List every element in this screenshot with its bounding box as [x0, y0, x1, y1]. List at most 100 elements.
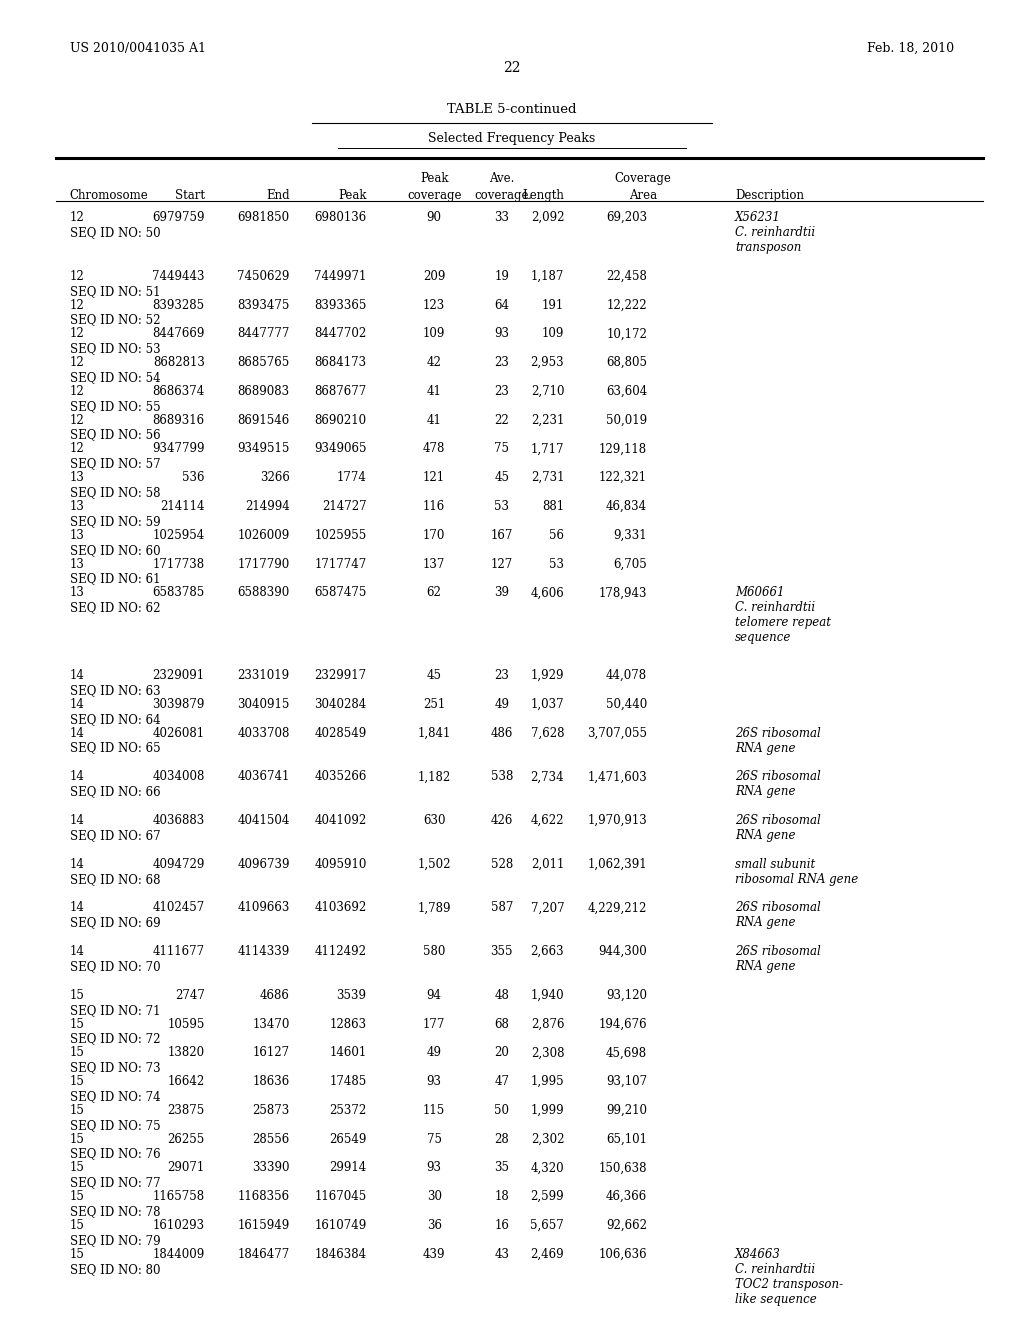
Text: 16127: 16127	[253, 1047, 290, 1060]
Text: 33: 33	[495, 211, 509, 224]
Text: 2,092: 2,092	[530, 211, 564, 224]
Text: 42: 42	[427, 356, 441, 370]
Text: 426: 426	[490, 814, 513, 828]
Text: 4,606: 4,606	[530, 586, 564, 599]
Text: 4103692: 4103692	[314, 902, 367, 915]
Text: 1025955: 1025955	[314, 529, 367, 541]
Text: SEQ ID NO: 52: SEQ ID NO: 52	[70, 313, 160, 326]
Text: 4095910: 4095910	[314, 858, 367, 871]
Text: 94: 94	[427, 989, 441, 1002]
Text: SEQ ID NO: 74: SEQ ID NO: 74	[70, 1090, 161, 1104]
Text: 8687677: 8687677	[314, 385, 367, 397]
Text: 1846384: 1846384	[314, 1247, 367, 1261]
Text: 26549: 26549	[330, 1133, 367, 1146]
Text: 6980136: 6980136	[314, 211, 367, 224]
Text: 19: 19	[495, 269, 509, 282]
Text: 12: 12	[70, 269, 84, 282]
Text: 26S ribosomal: 26S ribosomal	[735, 814, 821, 828]
Text: 23: 23	[495, 385, 509, 397]
Text: 4096739: 4096739	[238, 858, 290, 871]
Text: 12: 12	[70, 442, 84, 455]
Text: 1846477: 1846477	[238, 1247, 290, 1261]
Text: 150,638: 150,638	[599, 1162, 647, 1175]
Text: SEQ ID NO: 69: SEQ ID NO: 69	[70, 916, 161, 929]
Text: 7449443: 7449443	[153, 269, 205, 282]
Text: 56: 56	[549, 529, 564, 541]
Text: 18636: 18636	[253, 1074, 290, 1088]
Text: 6,705: 6,705	[613, 557, 647, 570]
Text: 23: 23	[495, 356, 509, 370]
Text: 2,599: 2,599	[530, 1191, 564, 1204]
Text: 4028549: 4028549	[314, 726, 367, 739]
Text: 15: 15	[70, 1162, 85, 1175]
Text: 14: 14	[70, 902, 85, 915]
Text: X84663: X84663	[735, 1247, 781, 1261]
Text: 2,302: 2,302	[530, 1133, 564, 1146]
Text: SEQ ID NO: 73: SEQ ID NO: 73	[70, 1061, 161, 1074]
Text: 1,841: 1,841	[418, 726, 451, 739]
Text: C. reinhardtii: C. reinhardtii	[735, 601, 815, 614]
Text: 127: 127	[490, 557, 513, 570]
Text: 49: 49	[495, 698, 509, 711]
Text: 1,062,391: 1,062,391	[588, 858, 647, 871]
Text: 5,657: 5,657	[530, 1218, 564, 1232]
Text: 2331019: 2331019	[238, 669, 290, 682]
Text: 9,331: 9,331	[613, 529, 647, 541]
Text: 26S ribosomal: 26S ribosomal	[735, 771, 821, 783]
Text: SEQ ID NO: 51: SEQ ID NO: 51	[70, 285, 160, 298]
Text: 26S ribosomal: 26S ribosomal	[735, 945, 821, 958]
Text: 1167045: 1167045	[314, 1191, 367, 1204]
Text: 8393365: 8393365	[314, 298, 367, 312]
Text: transposon: transposon	[735, 242, 802, 253]
Text: SEQ ID NO: 58: SEQ ID NO: 58	[70, 486, 160, 499]
Text: 9347799: 9347799	[153, 442, 205, 455]
Text: 13: 13	[70, 557, 85, 570]
Text: 1610749: 1610749	[314, 1218, 367, 1232]
Text: 630: 630	[423, 814, 445, 828]
Text: 28556: 28556	[253, 1133, 290, 1146]
Text: 170: 170	[423, 529, 445, 541]
Text: 1717747: 1717747	[314, 557, 367, 570]
Text: RNA gene: RNA gene	[735, 742, 796, 755]
Text: 13: 13	[70, 529, 85, 541]
Text: 25873: 25873	[253, 1104, 290, 1117]
Text: 29914: 29914	[330, 1162, 367, 1175]
Text: Area: Area	[629, 189, 657, 202]
Text: 7,207: 7,207	[530, 902, 564, 915]
Text: 1,999: 1,999	[530, 1104, 564, 1117]
Text: 3266: 3266	[260, 471, 290, 484]
Text: like sequence: like sequence	[735, 1292, 817, 1305]
Text: 1,502: 1,502	[418, 858, 451, 871]
Text: 8691546: 8691546	[238, 413, 290, 426]
Text: 39: 39	[495, 586, 509, 599]
Text: 15: 15	[70, 1218, 85, 1232]
Text: 4033708: 4033708	[238, 726, 290, 739]
Text: 93: 93	[495, 327, 509, 341]
Text: SEQ ID NO: 53: SEQ ID NO: 53	[70, 342, 161, 355]
Text: RNA gene: RNA gene	[735, 960, 796, 973]
Text: 30: 30	[427, 1191, 441, 1204]
Text: 9349515: 9349515	[238, 442, 290, 455]
Text: 536: 536	[182, 471, 205, 484]
Text: 2747: 2747	[175, 989, 205, 1002]
Text: 15: 15	[70, 1074, 85, 1088]
Text: 4041504: 4041504	[238, 814, 290, 828]
Text: SEQ ID NO: 54: SEQ ID NO: 54	[70, 371, 161, 384]
Text: 75: 75	[427, 1133, 441, 1146]
Text: ribosomal RNA gene: ribosomal RNA gene	[735, 873, 858, 886]
Text: SEQ ID NO: 64: SEQ ID NO: 64	[70, 713, 161, 726]
Text: 18: 18	[495, 1191, 509, 1204]
Text: 68: 68	[495, 1018, 509, 1031]
Text: 6587475: 6587475	[314, 586, 367, 599]
Text: 1610293: 1610293	[153, 1218, 205, 1232]
Text: 22: 22	[503, 61, 521, 75]
Text: 191: 191	[542, 298, 564, 312]
Text: 1615949: 1615949	[238, 1218, 290, 1232]
Text: 10595: 10595	[168, 1018, 205, 1031]
Text: SEQ ID NO: 78: SEQ ID NO: 78	[70, 1205, 160, 1218]
Text: 6981850: 6981850	[238, 211, 290, 224]
Text: 1,995: 1,995	[530, 1074, 564, 1088]
Text: 12: 12	[70, 385, 84, 397]
Text: 22,458: 22,458	[606, 269, 647, 282]
Text: 4686: 4686	[260, 989, 290, 1002]
